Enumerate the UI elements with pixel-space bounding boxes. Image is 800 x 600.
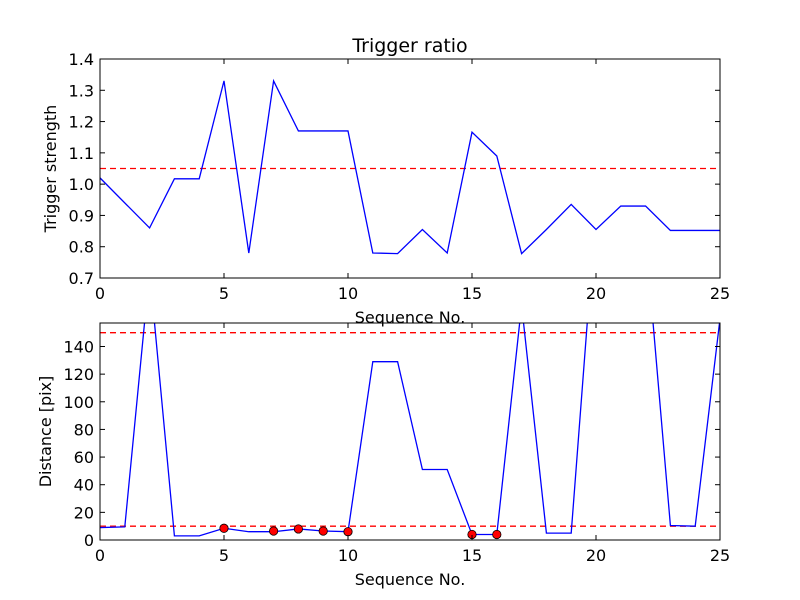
x-tick-label: 15	[462, 284, 482, 303]
x-tick-label: 20	[586, 284, 606, 303]
y-tick-label: 120	[63, 365, 94, 384]
y-tick-label: 1.0	[69, 175, 94, 194]
x-tick-label: 25	[710, 284, 730, 303]
marker-point	[293, 524, 303, 534]
series-line-0	[100, 323, 720, 537]
x-tick-label: 25	[710, 546, 730, 565]
y-tick-label: 0	[84, 531, 94, 550]
plot-area	[100, 323, 720, 537]
y-tick-label: 20	[74, 503, 94, 522]
y-tick-label: 140	[63, 337, 94, 356]
y-tick-label: 1.3	[69, 81, 94, 100]
x-tick-label: 0	[95, 546, 105, 565]
marker-point	[318, 526, 328, 536]
y-tick-label: 0.8	[69, 238, 94, 257]
x-tick-label: 15	[462, 546, 482, 565]
x-axis-label: Sequence No.	[355, 308, 466, 327]
marker-point	[219, 523, 229, 533]
y-tick-label: 0.9	[69, 206, 94, 225]
y-tick-label: 0.7	[69, 269, 94, 288]
marker-point	[268, 526, 279, 536]
marker-point	[492, 529, 502, 540]
y-tick-label: 1.4	[69, 50, 94, 69]
trigger-ratio-plot: 0 5 10 15 20 25 0.7 0.8 0.9 1.0 1.1 1.2 1.3 1.4 Sequen…	[41, 35, 730, 327]
plot-area	[100, 78, 720, 255]
chart-title: Trigger ratio	[351, 35, 467, 57]
y-tick-label: 40	[74, 476, 94, 495]
y-axis-label: Trigger strength	[41, 105, 60, 234]
x-tick-label: 0	[95, 284, 105, 303]
y-tick-label: 1.1	[69, 144, 94, 163]
y-tick-label: 60	[74, 448, 94, 467]
axes-frame	[99, 58, 721, 279]
distance-plot: 0 5 10 15 20 25 0 20 40 60 80 100 120 140 Sequence No.…	[36, 322, 730, 589]
y-tick-label: 80	[74, 420, 94, 439]
x-tick-label: 10	[338, 546, 358, 565]
x-tick-label: 20	[586, 546, 606, 565]
y-tick-label: 100	[63, 393, 94, 412]
y-axis-label: Distance [pix]	[36, 376, 55, 488]
x-tick-label: 10	[338, 284, 358, 303]
x-axis-label: Sequence No.	[355, 570, 466, 589]
axes-frame	[99, 322, 721, 541]
y-tick-label: 1.2	[69, 113, 94, 132]
series-line-0	[100, 78, 720, 255]
x-tick-label: 5	[219, 546, 229, 565]
x-tick-label: 5	[219, 284, 229, 303]
marker-point	[343, 527, 353, 537]
